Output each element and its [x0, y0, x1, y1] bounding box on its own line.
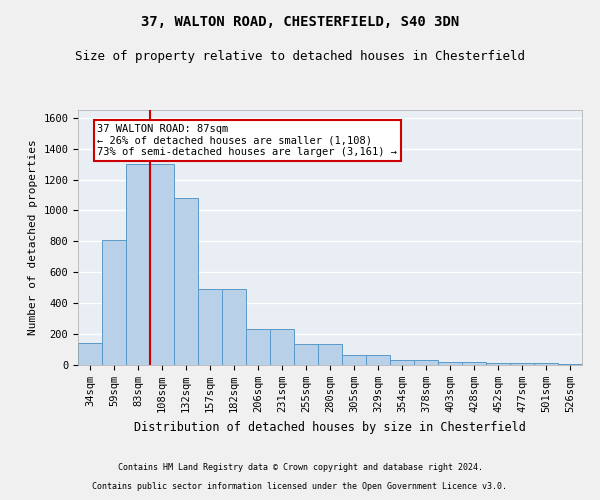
Bar [126, 164, 150, 365]
Bar [246, 330, 270, 365]
Bar [198, 290, 222, 365]
Bar [366, 355, 390, 365]
Y-axis label: Number of detached properties: Number of detached properties [28, 140, 38, 336]
Bar [342, 355, 366, 365]
X-axis label: Distribution of detached houses by size in Chesterfield: Distribution of detached houses by size … [134, 420, 526, 434]
Bar [78, 344, 102, 365]
Bar [174, 198, 198, 365]
Bar [222, 290, 246, 365]
Bar [510, 364, 534, 365]
Text: Contains HM Land Registry data © Crown copyright and database right 2024.: Contains HM Land Registry data © Crown c… [118, 464, 482, 472]
Bar [150, 164, 174, 365]
Text: Contains public sector information licensed under the Open Government Licence v3: Contains public sector information licen… [92, 482, 508, 491]
Bar [414, 360, 438, 365]
Bar [270, 330, 294, 365]
Bar [294, 344, 318, 365]
Bar [486, 364, 510, 365]
Bar [462, 362, 486, 365]
Bar [438, 362, 462, 365]
Text: 37, WALTON ROAD, CHESTERFIELD, S40 3DN: 37, WALTON ROAD, CHESTERFIELD, S40 3DN [141, 15, 459, 29]
Bar [102, 240, 126, 365]
Bar [390, 360, 414, 365]
Text: 37 WALTON ROAD: 87sqm
← 26% of detached houses are smaller (1,108)
73% of semi-d: 37 WALTON ROAD: 87sqm ← 26% of detached … [97, 124, 397, 157]
Bar [318, 344, 342, 365]
Bar [534, 364, 558, 365]
Text: Size of property relative to detached houses in Chesterfield: Size of property relative to detached ho… [75, 50, 525, 63]
Bar [558, 364, 582, 365]
